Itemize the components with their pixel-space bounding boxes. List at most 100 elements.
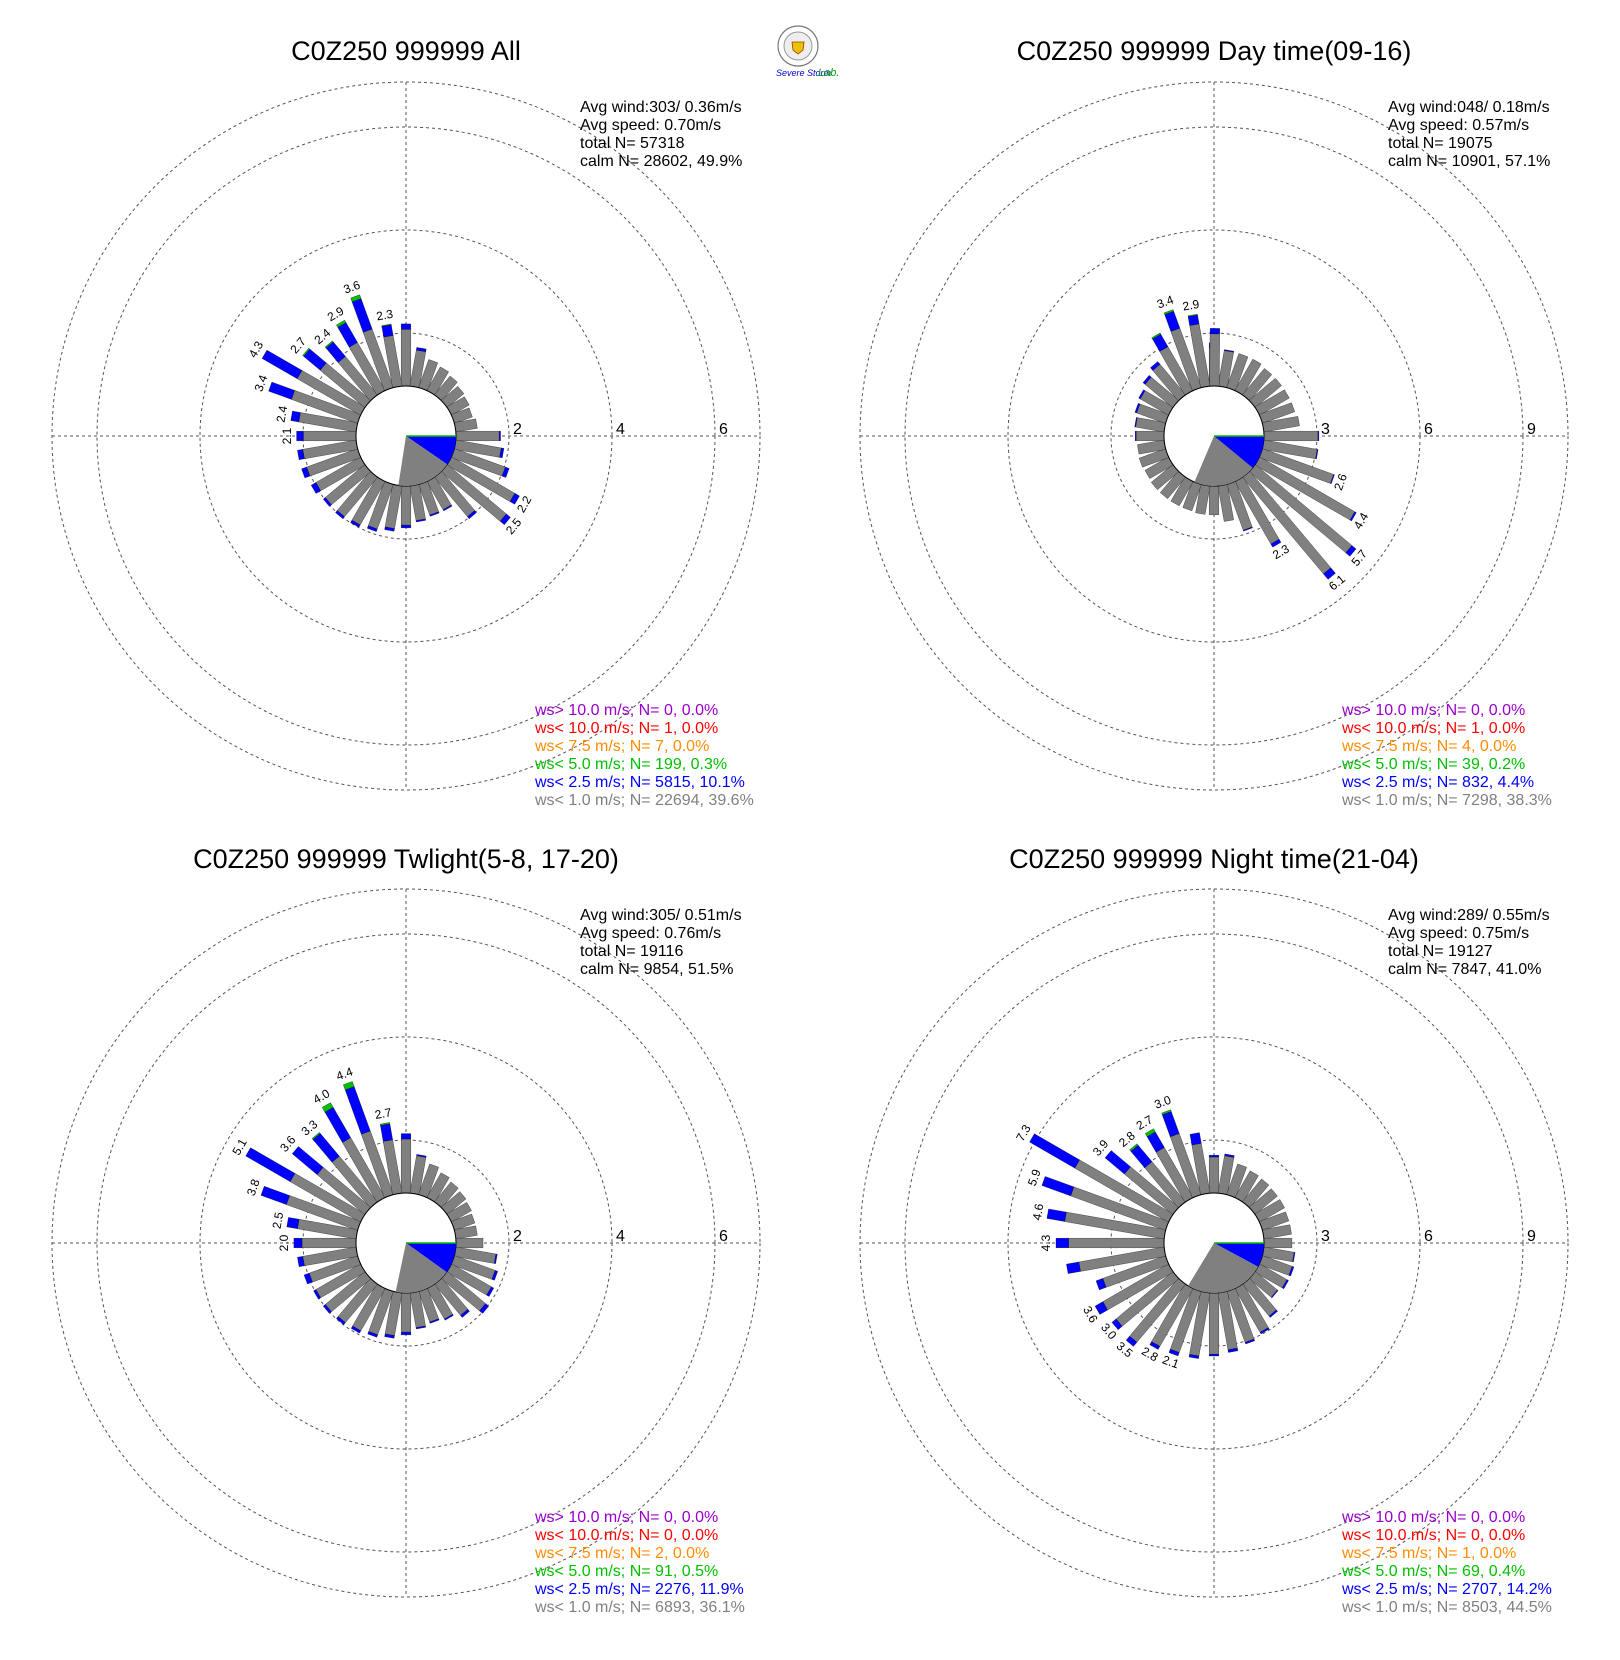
bar-segment-blue	[1209, 328, 1220, 334]
bar-segment-blue	[429, 511, 440, 517]
bar-segment-blue	[416, 1154, 427, 1158]
direction-bar	[336, 1278, 378, 1325]
legend-entry: ws< 1.0 m/s; N= 22694, 39.6%	[534, 792, 754, 809]
direction-bar	[381, 323, 403, 388]
bar-segment-gray	[303, 431, 357, 441]
bar-segment-blue	[303, 1272, 313, 1285]
bar-segment-blue	[1224, 1153, 1235, 1158]
bar-segment-blue	[1094, 1301, 1108, 1315]
bar-segment-gray	[1068, 1238, 1165, 1248]
legend-entry: ws< 7.5 m/s; N= 4, 0.0%	[1341, 738, 1516, 755]
bar-segment-blue	[297, 1256, 305, 1267]
direction-bar	[1209, 1155, 1219, 1194]
panel-title: C0Z250 999999 All	[291, 36, 521, 66]
calm-wedge-gray	[395, 1243, 447, 1293]
bar-peak-label: 3.8	[244, 1177, 263, 1198]
calm-wedge-blue	[1214, 1243, 1264, 1267]
bar-segment-gray	[455, 1238, 484, 1248]
bar-segment-blue	[1315, 449, 1319, 460]
bar-segment-blue	[1281, 1279, 1289, 1290]
stat-line: Avg wind:303/ 0.36m/s	[580, 99, 742, 116]
direction-bar	[297, 439, 358, 460]
stat-line: total N= 19127	[1388, 943, 1493, 960]
bar-segment-blue	[381, 324, 394, 338]
bar-segment-blue	[1189, 1132, 1202, 1146]
bar-segment-gray	[1209, 1156, 1219, 1194]
legend-entry: ws< 5.0 m/s; N= 69, 0.4%	[1341, 1563, 1525, 1580]
legend-entry: ws> 10.0 m/s; N= 0, 0.0%	[1341, 702, 1525, 719]
bar-segment-blue	[323, 497, 332, 507]
bar-segment-green	[1187, 313, 1198, 317]
legend-entry: ws< 2.5 m/s; N= 5815, 10.1%	[534, 774, 745, 791]
bar-segment-blue	[384, 1333, 395, 1339]
bar-peak-label: 2.1	[280, 427, 294, 444]
bar-segment-gray	[1209, 485, 1219, 515]
direction-bar	[455, 1238, 484, 1248]
bar-segment-blue	[336, 1316, 346, 1325]
bar-segment-blue	[429, 1318, 440, 1324]
stat-line: total N= 57318	[580, 135, 685, 152]
bar-segment-green	[1161, 1109, 1172, 1115]
bar-segment-blue	[491, 1270, 498, 1281]
direction-bar	[401, 1292, 411, 1335]
legend-entry: ws< 7.5 m/s; N= 7, 0.0%	[534, 738, 709, 755]
direction-bar	[286, 1217, 358, 1240]
bar-segment-gray	[1263, 431, 1319, 441]
legend-entry: ws< 2.5 m/s; N= 2276, 11.9%	[534, 1581, 744, 1598]
wind-rose-panel-1: 2 4 62.22.52.12.43.44.3 2.7 2.42.93.62.3C0Z2…	[51, 36, 761, 809]
bar-segment-gray	[401, 329, 411, 387]
bar-segment-blue	[1168, 1349, 1180, 1357]
direction-bar	[455, 431, 501, 441]
bar-segment-blue	[501, 466, 510, 478]
stat-line: total N= 19075	[1388, 135, 1493, 152]
direction-bar	[343, 1081, 394, 1198]
calm-wedge-gray	[398, 436, 448, 486]
bar-segment-blue	[1187, 314, 1200, 326]
legend-entry: ws< 1.0 m/s; N= 7298, 38.3%	[1341, 792, 1552, 809]
stat-line: Avg speed: 0.76m/s	[580, 925, 721, 942]
bar-segment-blue	[1188, 1354, 1200, 1359]
bar-segment-gray	[401, 1292, 411, 1333]
direction-bar	[409, 1154, 427, 1195]
bar-segment-blue	[290, 410, 301, 423]
bar-segment-blue	[401, 1332, 411, 1335]
ring-label: 4	[616, 421, 625, 438]
bar-segment-blue	[1149, 1341, 1161, 1350]
bar-segment-blue	[297, 449, 305, 460]
calm-wedge-gray	[1194, 436, 1253, 486]
bar-segment-blue	[494, 1253, 498, 1264]
legend-entry: ws> 10.0 m/s; N= 0, 0.0%	[534, 702, 718, 719]
bar-segment-blue	[350, 519, 361, 528]
direction-bar	[1150, 361, 1186, 401]
bar-segment-blue	[1046, 1208, 1067, 1222]
stat-line: Avg speed: 0.75m/s	[1388, 925, 1529, 942]
bar-segment-blue	[1135, 431, 1137, 441]
direction-bar	[1094, 1263, 1174, 1315]
direction-bar	[401, 323, 411, 387]
bar-segment-blue	[1227, 1347, 1239, 1353]
bar-segment-blue	[261, 349, 303, 379]
direction-bar	[1046, 1208, 1166, 1240]
legend-entry: ws< 7.5 m/s; N= 1, 0.0%	[1341, 1545, 1516, 1562]
bar-segment-gray	[455, 431, 500, 441]
direction-bar	[268, 381, 361, 424]
legend-entry: ws> 10.0 m/s; N= 0, 0.0%	[1341, 1509, 1525, 1526]
bar-segment-blue	[1345, 545, 1357, 557]
bar-segment-green	[302, 347, 310, 357]
panel-title: C0Z250 999999 Day time(09-16)	[1017, 36, 1412, 66]
legend-entry: ws< 5.0 m/s; N= 39, 0.2%	[1341, 756, 1525, 773]
bar-segment-green	[1151, 332, 1161, 340]
bar-peak-label: 3.4	[1155, 292, 1176, 311]
bar-segment-blue	[444, 1314, 454, 1321]
bar-segment-blue	[479, 1303, 489, 1314]
bar-segment-green	[343, 1081, 355, 1091]
ring-label: 9	[1527, 421, 1536, 438]
bar-segment-blue	[415, 1325, 426, 1330]
bar-segment-gray	[301, 1238, 357, 1248]
bar-segment-blue	[1164, 311, 1181, 332]
bar-peak-label: 2.3	[375, 307, 394, 324]
legend-entry: ws< 10.0 m/s; N= 1, 0.0%	[1341, 720, 1525, 737]
bar-peak-label: 2.4	[274, 404, 291, 423]
